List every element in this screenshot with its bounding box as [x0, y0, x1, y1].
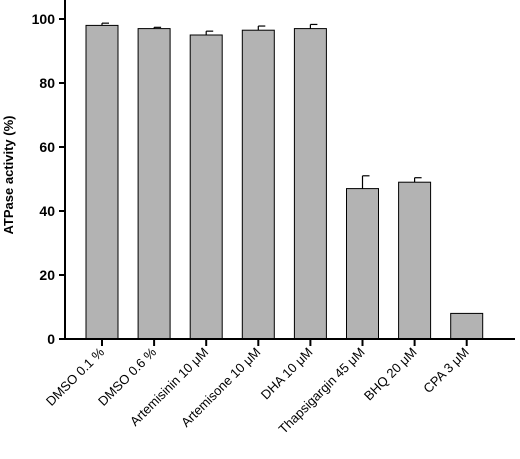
y-tick-label: 0: [47, 331, 55, 347]
bar: [346, 188, 379, 340]
bar: [398, 181, 432, 340]
x-tick-label: BHQ 20 μM: [361, 345, 420, 404]
y-tick-label: 20: [39, 267, 55, 283]
y-axis: 0 20 40 60 80 100: [32, 0, 66, 347]
bar: [137, 28, 171, 340]
error-bars-group: [101, 22, 422, 189]
y-axis-label: ATPase activity (%): [1, 116, 16, 235]
x-tick-label: Thapsigargin 45 μM: [276, 345, 368, 437]
bar: [85, 24, 119, 340]
y-tick-label: 80: [39, 75, 55, 91]
y-tick-label: 60: [39, 139, 55, 155]
x-axis: DMSO 0.1 %DMSO 0.6 %Artemisinin 10 μMArt…: [43, 338, 515, 437]
bar: [293, 28, 327, 340]
bar: [241, 29, 275, 340]
bars-group: [85, 24, 484, 340]
bar: [189, 34, 223, 340]
y-tick-label: 100: [32, 11, 56, 27]
x-tick-label: CPA 3 μM: [420, 345, 471, 396]
y-tick-label: 40: [39, 203, 55, 219]
bar: [450, 312, 484, 340]
